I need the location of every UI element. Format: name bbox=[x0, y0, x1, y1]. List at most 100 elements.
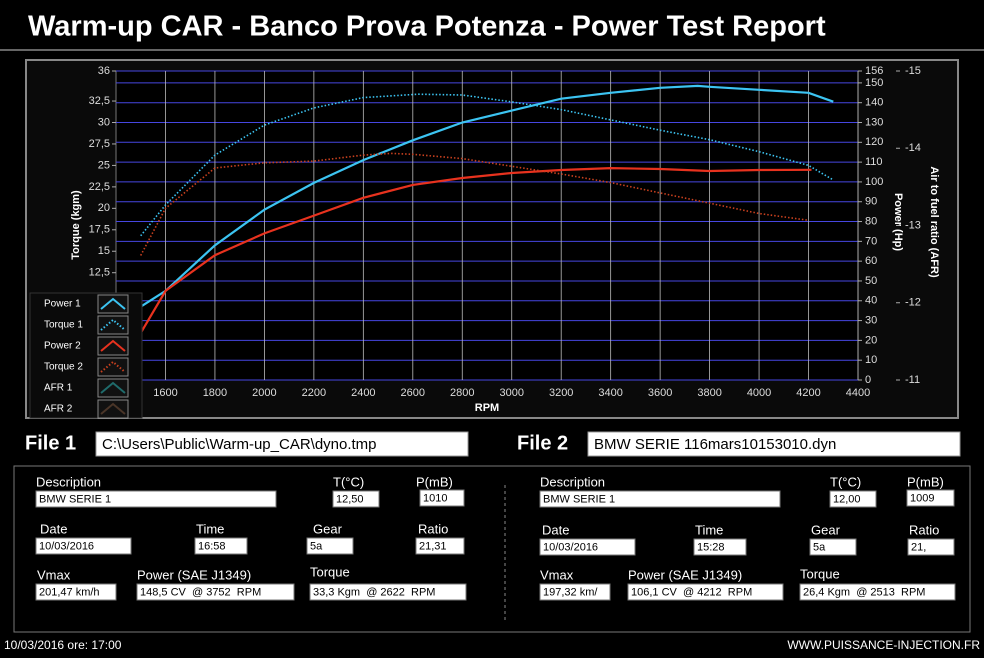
legend-swatch bbox=[97, 336, 129, 356]
y2-tick-label: 0 bbox=[865, 374, 871, 386]
legend-swatch bbox=[97, 294, 129, 314]
y2-tick-label: 156 bbox=[865, 65, 883, 77]
footer-date: 10/03/2016 ore: 17:00 bbox=[4, 638, 122, 652]
legend-label: AFR 1 bbox=[44, 383, 73, 394]
legend-label: AFR 2 bbox=[44, 404, 73, 415]
y2-tick-label: 70 bbox=[865, 235, 877, 247]
y-tick-label: 36 bbox=[98, 65, 110, 77]
gear-label: Gear bbox=[811, 522, 841, 537]
torque-label: Torque bbox=[800, 566, 840, 581]
power-value: 148,5 CV @ 3752 RPM bbox=[140, 586, 261, 598]
report-title: Warm-up CAR - Banco Prova Potenza - Powe… bbox=[28, 11, 826, 43]
temp-box bbox=[829, 490, 877, 508]
legend-line bbox=[100, 381, 126, 394]
legend-label: Power 1 bbox=[44, 299, 81, 310]
y2-tick-label: 130 bbox=[865, 116, 883, 128]
time-box bbox=[693, 538, 747, 556]
time-value: 16:58 bbox=[198, 540, 226, 552]
vmax-value: 201,47 km/h bbox=[39, 586, 100, 598]
x-tick-label: 3000 bbox=[499, 387, 523, 399]
torque-box bbox=[309, 583, 467, 601]
vmax-value: 197,32 km/ bbox=[543, 586, 598, 598]
x-tick-label: 2600 bbox=[401, 387, 425, 399]
legend-line bbox=[100, 402, 126, 415]
temp-value: 12,00 bbox=[833, 493, 861, 505]
y2-tick-label: 10 bbox=[865, 354, 877, 366]
x-tick-label: 2200 bbox=[302, 387, 326, 399]
y-tick-label: 22,5 bbox=[89, 181, 110, 193]
description-label: Description bbox=[36, 474, 101, 489]
y3-tick-label: -13 bbox=[905, 219, 921, 231]
pressure-label: P(mB) bbox=[907, 474, 944, 489]
y2-tick-label: 110 bbox=[865, 156, 883, 168]
gear-box bbox=[306, 537, 354, 555]
y2-tick-label: 120 bbox=[865, 136, 883, 148]
y2-tick-label: 150 bbox=[865, 77, 883, 89]
x-axis-title: RPM bbox=[475, 402, 499, 414]
power-box bbox=[136, 583, 295, 601]
y3-tick-label: -15 bbox=[905, 65, 921, 77]
y-tick-label: 30 bbox=[98, 116, 110, 128]
series-line bbox=[139, 166, 812, 334]
y-tick-label: 25 bbox=[98, 159, 110, 171]
pressure-value: 1009 bbox=[910, 492, 934, 504]
y2-tick-label: 100 bbox=[865, 176, 883, 188]
pressure-value: 1010 bbox=[423, 492, 447, 504]
date-box bbox=[35, 537, 132, 555]
ratio-value: 21,31 bbox=[419, 540, 447, 552]
gear-value: 5a bbox=[310, 540, 323, 552]
file-path-box bbox=[95, 431, 469, 457]
legend-line bbox=[100, 339, 126, 352]
y-axis-title: Torque (kgm) bbox=[70, 190, 82, 260]
x-tick-label: 2800 bbox=[450, 387, 474, 399]
vmax-label: Vmax bbox=[37, 567, 71, 582]
time-value: 15:28 bbox=[697, 541, 725, 553]
y-tick-label: 12,5 bbox=[89, 267, 110, 279]
x-tick-label: 2400 bbox=[351, 387, 375, 399]
vmax-box bbox=[35, 583, 117, 601]
power-box bbox=[627, 583, 784, 601]
legend-swatch bbox=[97, 357, 129, 377]
date-label: Date bbox=[542, 522, 569, 537]
pressure-box bbox=[419, 489, 465, 507]
gear-label: Gear bbox=[313, 521, 343, 536]
file-label: File 2 bbox=[517, 432, 568, 454]
description-value: BMW SERIE 1 bbox=[543, 493, 615, 505]
power-value: 106,1 CV @ 4212 RPM bbox=[631, 586, 752, 598]
temp-value: 12,50 bbox=[336, 493, 364, 505]
temp-label: T(°C) bbox=[333, 474, 364, 489]
description-label: Description bbox=[540, 474, 605, 489]
gear-value: 5a bbox=[813, 541, 826, 553]
pressure-label: P(mB) bbox=[416, 474, 453, 489]
temp-box bbox=[332, 490, 380, 508]
y2-tick-label: 40 bbox=[865, 295, 877, 307]
y3-axis-title: Air to fuel ratio (AFR) bbox=[928, 166, 940, 278]
series-line bbox=[140, 84, 834, 308]
torque-value: 33,3 Kgm @ 2622 RPM bbox=[313, 586, 435, 598]
y-tick-label: 17,5 bbox=[89, 224, 110, 236]
file-label: File 1 bbox=[25, 432, 76, 454]
y2-tick-label: 140 bbox=[865, 97, 883, 109]
legend-swatch bbox=[97, 378, 129, 398]
ratio-box bbox=[415, 537, 465, 555]
y2-tick-label: 60 bbox=[865, 255, 877, 267]
file-path: C:\Users\Public\Warm-up_CAR\dyno.tmp bbox=[102, 436, 377, 453]
x-tick-label: 3600 bbox=[648, 387, 672, 399]
ratio-box bbox=[907, 538, 955, 556]
torque-label: Torque bbox=[310, 564, 350, 579]
ratio-value: 21, bbox=[911, 541, 926, 553]
date-value: 10/03/2016 bbox=[39, 540, 94, 552]
time-box bbox=[194, 537, 248, 555]
y2-axis-title: Power (Hp) bbox=[892, 193, 904, 251]
y-tick-label: 15 bbox=[98, 245, 110, 257]
footer-site: WWW.PUISSANCE-INJECTION.FR bbox=[787, 638, 980, 652]
x-tick-label: 4400 bbox=[846, 387, 870, 399]
file-path-box bbox=[587, 431, 961, 457]
y2-tick-label: 30 bbox=[865, 314, 877, 326]
y2-tick-label: 80 bbox=[865, 215, 877, 227]
y2-tick-label: 20 bbox=[865, 334, 877, 346]
date-value: 10/03/2016 bbox=[543, 541, 598, 553]
description-value: BMW SERIE 1 bbox=[39, 493, 111, 505]
